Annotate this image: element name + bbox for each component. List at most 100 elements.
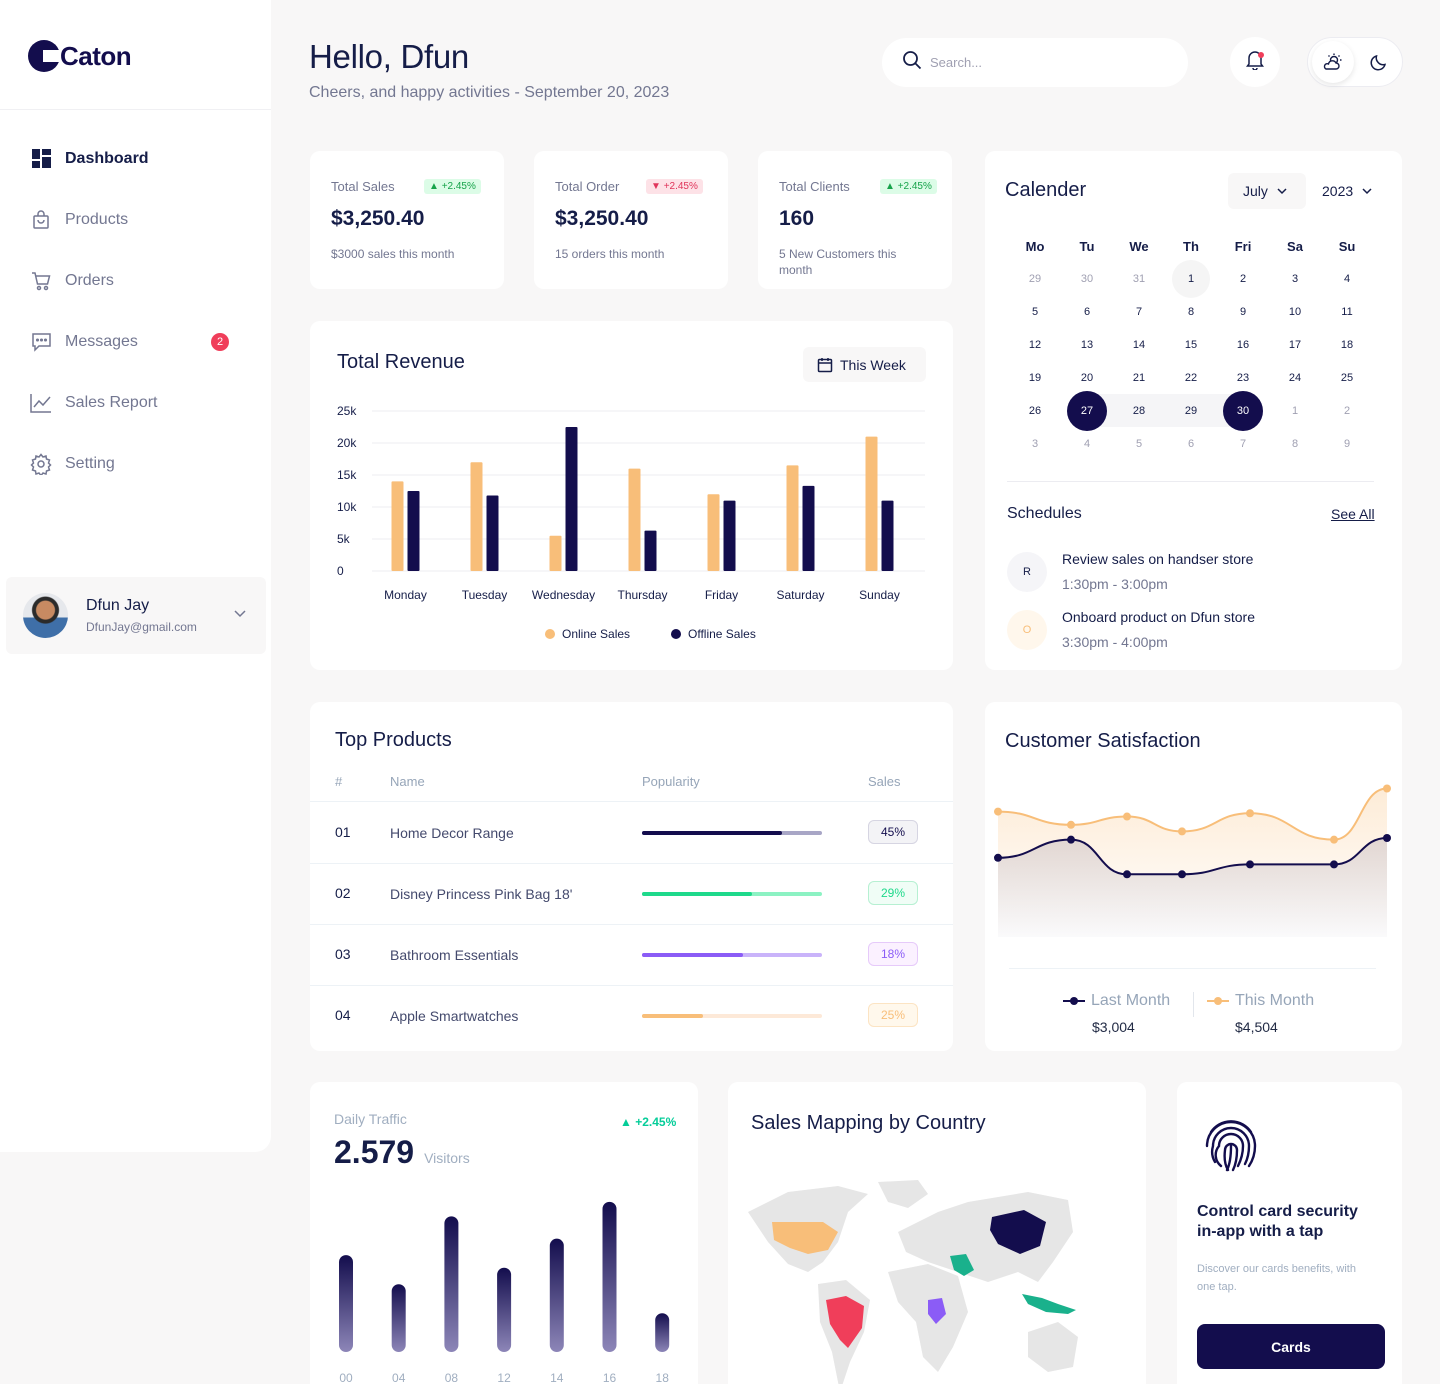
bar-offline-sales[interactable] [644, 530, 657, 571]
bar-online-sales[interactable] [391, 481, 404, 571]
data-point[interactable] [1067, 820, 1075, 829]
data-point[interactable] [1330, 835, 1338, 844]
calendar-day[interactable]: 26 [1009, 394, 1061, 427]
calendar-day[interactable]: 12 [1009, 328, 1061, 361]
bar-offline-sales[interactable] [881, 500, 894, 571]
sun-cloud-icon[interactable] [1312, 41, 1354, 83]
calendar-day[interactable]: 28 [1113, 394, 1165, 427]
data-point[interactable] [1246, 860, 1254, 869]
calendar-day[interactable]: 31 [1113, 262, 1165, 295]
data-point[interactable] [1123, 812, 1131, 821]
sidebar-item-orders[interactable]: Orders [0, 250, 271, 311]
traffic-bar[interactable] [655, 1313, 670, 1352]
calendar-day[interactable]: 27 [1061, 390, 1113, 431]
calendar-day[interactable]: 9 [1217, 295, 1269, 328]
calendar-day[interactable]: 22 [1165, 361, 1217, 394]
calendar-day[interactable]: 8 [1165, 295, 1217, 328]
logo[interactable]: Caton [0, 0, 271, 110]
sidebar-item-messages[interactable]: Messages 2 [0, 311, 271, 372]
chevron-down-icon[interactable] [234, 605, 246, 623]
calendar-day[interactable]: 3 [1269, 262, 1321, 295]
traffic-bar[interactable] [497, 1267, 512, 1352]
period-select[interactable]: This Week [803, 347, 926, 382]
bar-online-sales[interactable] [628, 468, 641, 571]
data-point[interactable] [1383, 784, 1391, 793]
bar-offline-sales[interactable] [565, 427, 578, 571]
calendar-day[interactable]: 17 [1269, 328, 1321, 361]
calendar-day[interactable]: 25 [1321, 361, 1373, 394]
see-all-link[interactable]: See All [1331, 506, 1375, 522]
calendar-day[interactable]: 5 [1009, 295, 1061, 328]
calendar-day[interactable]: 16 [1217, 328, 1269, 361]
search-input[interactable] [930, 55, 1170, 70]
bar-online-sales[interactable] [470, 462, 483, 571]
sidebar-item-sales-report[interactable]: Sales Report [0, 372, 271, 433]
calendar-day[interactable]: 24 [1269, 361, 1321, 394]
calendar-day[interactable]: 8 [1269, 427, 1321, 460]
data-point[interactable] [1383, 834, 1391, 842]
calendar-day[interactable]: 23 [1217, 361, 1269, 394]
calendar-day[interactable]: 30 [1217, 390, 1269, 431]
calendar-day[interactable]: 29 [1165, 394, 1217, 427]
calendar-day[interactable]: 10 [1269, 295, 1321, 328]
calendar-day[interactable]: 14 [1113, 328, 1165, 361]
bar-offline-sales[interactable] [486, 495, 499, 571]
calendar-day[interactable]: 7 [1113, 295, 1165, 328]
table-row[interactable]: 03 Bathroom Essentials 18% [310, 924, 953, 985]
calendar-day[interactable]: 18 [1321, 328, 1373, 361]
traffic-bar[interactable] [444, 1216, 459, 1352]
sidebar-item-dashboard[interactable]: Dashboard [0, 128, 271, 189]
data-point[interactable] [1178, 827, 1186, 836]
calendar-day[interactable]: 2 [1321, 394, 1373, 427]
calendar-day[interactable]: 3 [1009, 427, 1061, 460]
calendar-day[interactable]: 13 [1061, 328, 1113, 361]
notification-button[interactable] [1230, 37, 1280, 87]
calendar-day[interactable]: 1 [1269, 394, 1321, 427]
calendar-day[interactable]: 21 [1113, 361, 1165, 394]
schedule-item[interactable]: R Review sales on handser store 1:30pm -… [1007, 551, 1253, 592]
bar-online-sales[interactable] [549, 535, 562, 571]
table-row[interactable]: 04 Apple Smartwatches 25% [310, 985, 953, 1046]
month-select[interactable]: July [1228, 173, 1306, 209]
search-bar[interactable] [882, 38, 1188, 87]
calendar-day[interactable]: 30 [1061, 262, 1113, 295]
schedule-item[interactable]: O Onboard product on Dfun store 3:30pm -… [1007, 609, 1255, 650]
calendar-day[interactable]: 15 [1165, 328, 1217, 361]
data-point[interactable] [1246, 809, 1254, 818]
calendar-day[interactable]: 2 [1217, 262, 1269, 295]
data-point[interactable] [994, 807, 1002, 816]
bar-online-sales[interactable] [865, 436, 878, 571]
calendar-day[interactable]: 5 [1113, 427, 1165, 460]
calendar-day[interactable]: 19 [1009, 361, 1061, 394]
calendar-day[interactable]: 4 [1061, 427, 1113, 460]
traffic-bar[interactable] [339, 1255, 353, 1352]
sidebar-item-setting[interactable]: Setting [0, 433, 271, 494]
table-row[interactable]: 01 Home Decor Range 45% [310, 802, 953, 863]
calendar-day[interactable]: 11 [1321, 295, 1373, 328]
calendar-day[interactable]: 6 [1165, 427, 1217, 460]
calendar-day[interactable]: 9 [1321, 427, 1373, 460]
calendar-day[interactable]: 20 [1061, 361, 1113, 394]
bar-online-sales[interactable] [707, 494, 720, 571]
bar-offline-sales[interactable] [802, 485, 815, 571]
data-point[interactable] [994, 853, 1002, 862]
table-row[interactable]: 02 Disney Princess Pink Bag 18' 29% [310, 863, 953, 924]
data-point[interactable] [1178, 870, 1186, 879]
theme-toggle[interactable] [1307, 37, 1403, 87]
data-point[interactable] [1330, 860, 1338, 869]
bar-online-sales[interactable] [786, 465, 799, 571]
traffic-bar[interactable] [549, 1238, 564, 1352]
calendar-day[interactable]: 6 [1061, 295, 1113, 328]
cards-button[interactable]: Cards [1197, 1324, 1385, 1369]
data-point[interactable] [1123, 870, 1131, 879]
moon-icon[interactable] [1358, 41, 1400, 83]
bar-offline-sales[interactable] [407, 491, 420, 571]
sidebar-item-products[interactable]: Products [0, 189, 271, 250]
traffic-bar[interactable] [391, 1284, 406, 1352]
user-profile[interactable]: Dfun Jay DfunJay@gmail.com [6, 577, 266, 654]
data-point[interactable] [1067, 835, 1075, 844]
calendar-day[interactable]: 1 [1165, 259, 1217, 298]
year-select[interactable]: 2023 [1322, 173, 1372, 209]
traffic-bar[interactable] [602, 1201, 617, 1352]
calendar-day[interactable]: 7 [1217, 427, 1269, 460]
